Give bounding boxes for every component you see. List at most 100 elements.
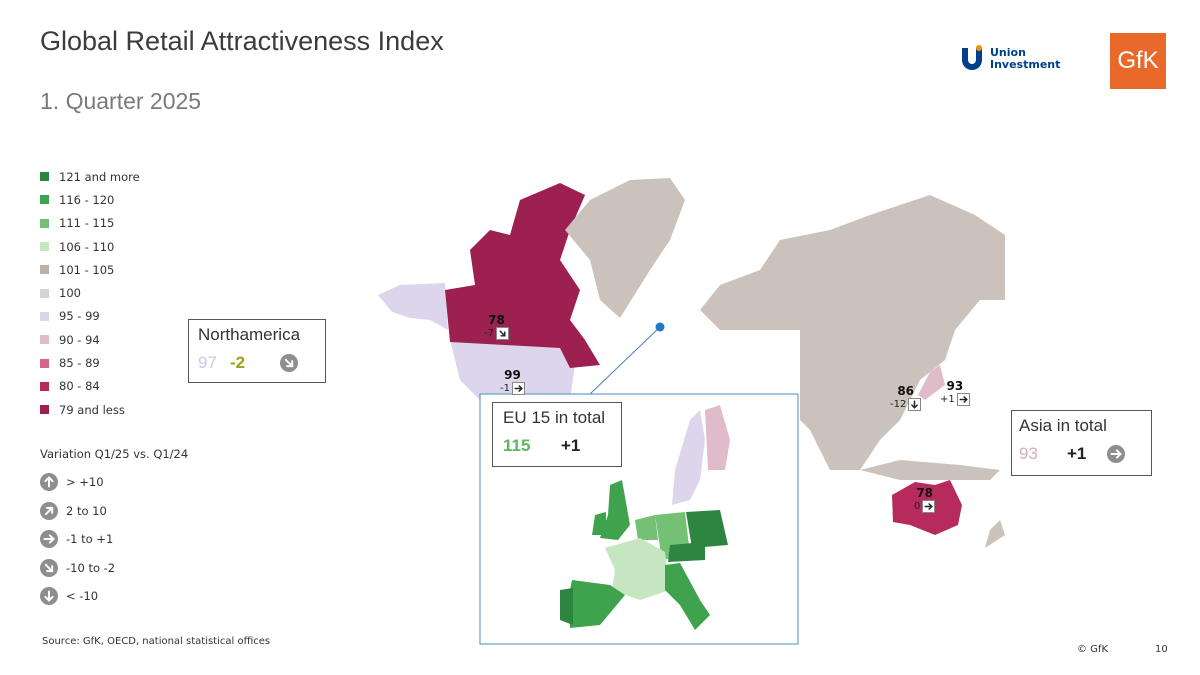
legend-swatch — [40, 358, 49, 368]
region-index: 115 — [503, 436, 531, 455]
country-index: 78 — [488, 313, 505, 327]
region-box: Northamerica 97 -2 — [188, 319, 326, 383]
legend: 121 and more 116 - 120 111 - 115 106 - 110 1… — [40, 165, 140, 421]
gfk-logo: GfK — [1110, 33, 1166, 89]
country-change: +1 — [940, 394, 955, 405]
region-values: 97 -2 — [198, 353, 325, 373]
country-change: -1 — [500, 383, 510, 394]
france — [605, 538, 670, 600]
legend-item: 79 and less — [40, 398, 140, 421]
japan — [918, 365, 945, 400]
variation-legend: Variation Q1/25 vs. Q1/24 > +10 2 to 10 -1… — [40, 440, 188, 611]
legend-label: 116 - 120 — [59, 192, 115, 207]
legend-swatch — [40, 311, 49, 321]
legend-item: 101 - 105 — [40, 258, 140, 281]
legend-item: 90 - 94 — [40, 328, 140, 351]
country-change-row: -7 — [484, 327, 509, 340]
legend-label: 101 - 105 — [59, 262, 115, 277]
legend-item: 80 - 84 — [40, 375, 140, 398]
legend-label: 80 - 84 — [59, 379, 100, 394]
arrow-icon — [922, 500, 936, 513]
arrow-icon — [956, 393, 970, 406]
page-number: 10 — [1155, 644, 1168, 655]
poland — [686, 510, 728, 548]
connector — [589, 326, 661, 395]
arrow-icon — [280, 354, 298, 372]
variation-item: 2 to 10 — [40, 497, 188, 526]
country-label: 78 0 — [914, 486, 936, 513]
variation-title: Variation Q1/25 vs. Q1/24 — [40, 447, 189, 461]
legend-label: 100 — [59, 286, 81, 301]
italy — [665, 563, 710, 630]
legend-item: 106 - 110 — [40, 235, 140, 258]
region-name: Asia in total — [1019, 416, 1107, 435]
country-index: 99 — [504, 368, 521, 382]
usa — [450, 340, 575, 400]
legend-swatch — [40, 265, 49, 275]
region-values: 115 +1 — [503, 436, 621, 456]
variation-label: 2 to 10 — [66, 503, 107, 518]
country-change-row: +1 — [940, 393, 970, 406]
legend-item: 100 — [40, 281, 140, 304]
country-change-row: -1 — [500, 382, 525, 395]
arrow-icon — [1107, 445, 1125, 463]
region-index: 97 — [198, 353, 217, 372]
legend-label: 111 - 115 — [59, 216, 115, 231]
country-label: 99 -1 — [500, 368, 525, 395]
region-box: EU 15 in total 115 +1 — [492, 402, 622, 467]
variation-label: -10 to -2 — [66, 560, 116, 575]
legend-swatch — [40, 405, 49, 415]
alaska — [378, 283, 448, 330]
legend-swatch — [40, 218, 49, 228]
variation-label: < -10 — [66, 589, 99, 604]
country-label: 93 +1 — [940, 379, 970, 406]
legend-swatch — [40, 335, 49, 345]
union-icon — [962, 45, 982, 70]
country-change: -7 — [484, 328, 494, 339]
arrow-icon — [495, 327, 509, 340]
union-logo: Union Investment — [960, 44, 1060, 74]
legend-swatch — [40, 242, 49, 252]
subtitle: 1. Quarter 2025 — [40, 88, 202, 114]
legend-swatch — [40, 195, 49, 205]
legend-label: 106 - 110 — [59, 239, 115, 254]
country-index: 93 — [946, 379, 964, 393]
variation-item: > +10 — [40, 468, 188, 497]
country-label: 86 -12 — [890, 384, 922, 411]
country-change-row: -12 — [890, 398, 922, 411]
se-asia — [860, 460, 1000, 480]
arrow-icon — [40, 587, 58, 606]
legend-label: 90 - 94 — [59, 332, 100, 347]
arrow-icon — [40, 473, 58, 492]
title: Global Retail Attractiveness Index — [40, 26, 444, 56]
variation-item: -10 to -2 — [40, 554, 188, 583]
ireland — [592, 512, 606, 535]
uk — [600, 480, 630, 540]
canada — [445, 183, 600, 368]
legend-swatch — [40, 288, 49, 298]
norway-sweden — [672, 410, 705, 505]
legend-item: 121 and more — [40, 165, 140, 188]
legend-item: 85 - 89 — [40, 351, 140, 374]
new-zealand — [985, 520, 1005, 548]
legend-item: 116 - 120 — [40, 188, 140, 211]
variation-label: -1 to +1 — [66, 532, 114, 547]
legend-label: 95 - 99 — [59, 309, 100, 324]
country-label: 78 -7 — [484, 313, 509, 340]
legend-swatch — [40, 172, 49, 182]
country-change: -12 — [890, 399, 907, 410]
source: Source: GfK, OECD, national statistical … — [42, 636, 271, 647]
arrow-icon — [908, 398, 922, 411]
benelux — [635, 515, 658, 540]
country-change: 0 — [914, 501, 921, 512]
arrow-icon — [40, 530, 58, 549]
iceland-dot — [655, 322, 665, 332]
legend-item: 111 - 115 — [40, 212, 140, 235]
variation-item: -1 to +1 — [40, 525, 188, 554]
spain — [568, 580, 625, 628]
arrow-icon — [40, 558, 58, 577]
legend-label: 85 - 89 — [59, 356, 100, 371]
region-change: -2 — [230, 353, 246, 372]
